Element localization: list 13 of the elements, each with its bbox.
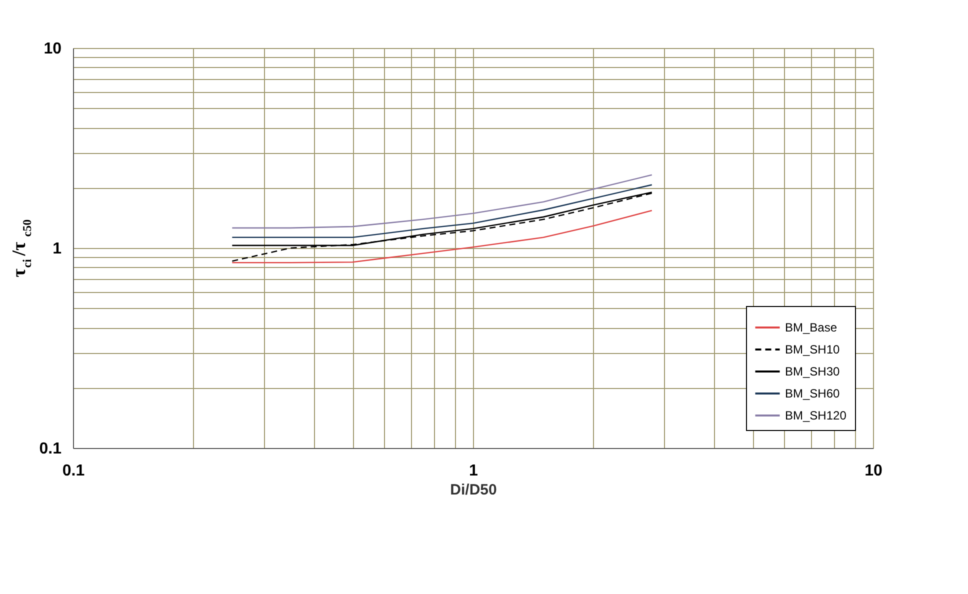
legend-label: BM_SH120 [785,408,847,422]
x-tick-label: 10 [864,462,882,480]
legend-label: BM_SH10 [785,342,840,356]
legend-label: BM_SH30 [785,364,840,378]
y-tick-label: 0.1 [39,440,62,458]
x-tick-label: 1 [469,462,478,480]
y-tick-label: 1 [52,240,62,258]
x-axis-title: Di/D50 [450,482,497,498]
x-tick-label: 0.1 [62,462,85,480]
y-axis-title: τci/τc50 [9,219,34,278]
legend-label: BM_SH60 [785,386,840,400]
legend-label: BM_Base [785,320,838,334]
y-tick-label: 10 [44,40,62,58]
